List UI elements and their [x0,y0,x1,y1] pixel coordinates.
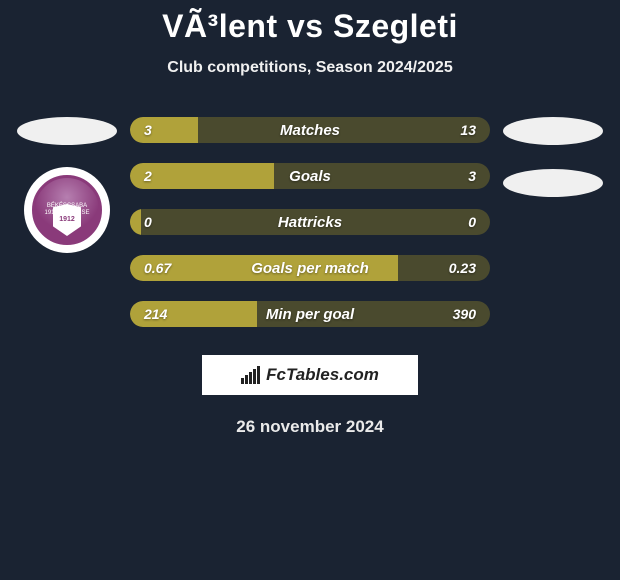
stat-bars: 3Matches132Goals30Hattricks00.67Goals pe… [130,117,490,327]
club-badge-shield-icon: 1912 [53,204,81,236]
stat-label: Hattricks [130,209,490,235]
stat-value-right: 390 [453,301,476,327]
club-badge-inner: BÉKÉSCSABA 1912 ELŐRE SE 1912 [32,175,102,245]
stat-value-right: 3 [468,163,476,189]
comparison-row: BÉKÉSCSABA 1912 ELŐRE SE 1912 3Matches13… [0,117,620,327]
stat-label: Goals [130,163,490,189]
brand-bar-icon [241,366,260,384]
stat-bar: 3Matches13 [130,117,490,143]
right-player-photo-placeholder [503,117,603,145]
right-club-badge-placeholder [503,169,603,197]
right-player-col [498,117,608,197]
stat-bar: 0Hattricks0 [130,209,490,235]
page-title: VÃ³lent vs Szegleti [0,0,620,45]
left-player-col: BÉKÉSCSABA 1912 ELŐRE SE 1912 [12,117,122,253]
club-badge-year: 1912 [59,216,75,224]
brand-text: FcTables.com [266,365,379,385]
stat-label: Min per goal [130,301,490,327]
brand-box: FcTables.com [202,355,418,395]
stat-bar: 0.67Goals per match0.23 [130,255,490,281]
stat-value-right: 13 [460,117,476,143]
stat-bar: 214Min per goal390 [130,301,490,327]
date-line: 26 november 2024 [0,417,620,437]
left-club-badge: BÉKÉSCSABA 1912 ELŐRE SE 1912 [24,167,110,253]
subtitle: Club competitions, Season 2024/2025 [0,59,620,77]
stat-label: Goals per match [130,255,490,281]
stat-value-right: 0.23 [449,255,476,281]
left-player-photo-placeholder [17,117,117,145]
stat-bar: 2Goals3 [130,163,490,189]
stat-value-right: 0 [468,209,476,235]
stat-label: Matches [130,117,490,143]
